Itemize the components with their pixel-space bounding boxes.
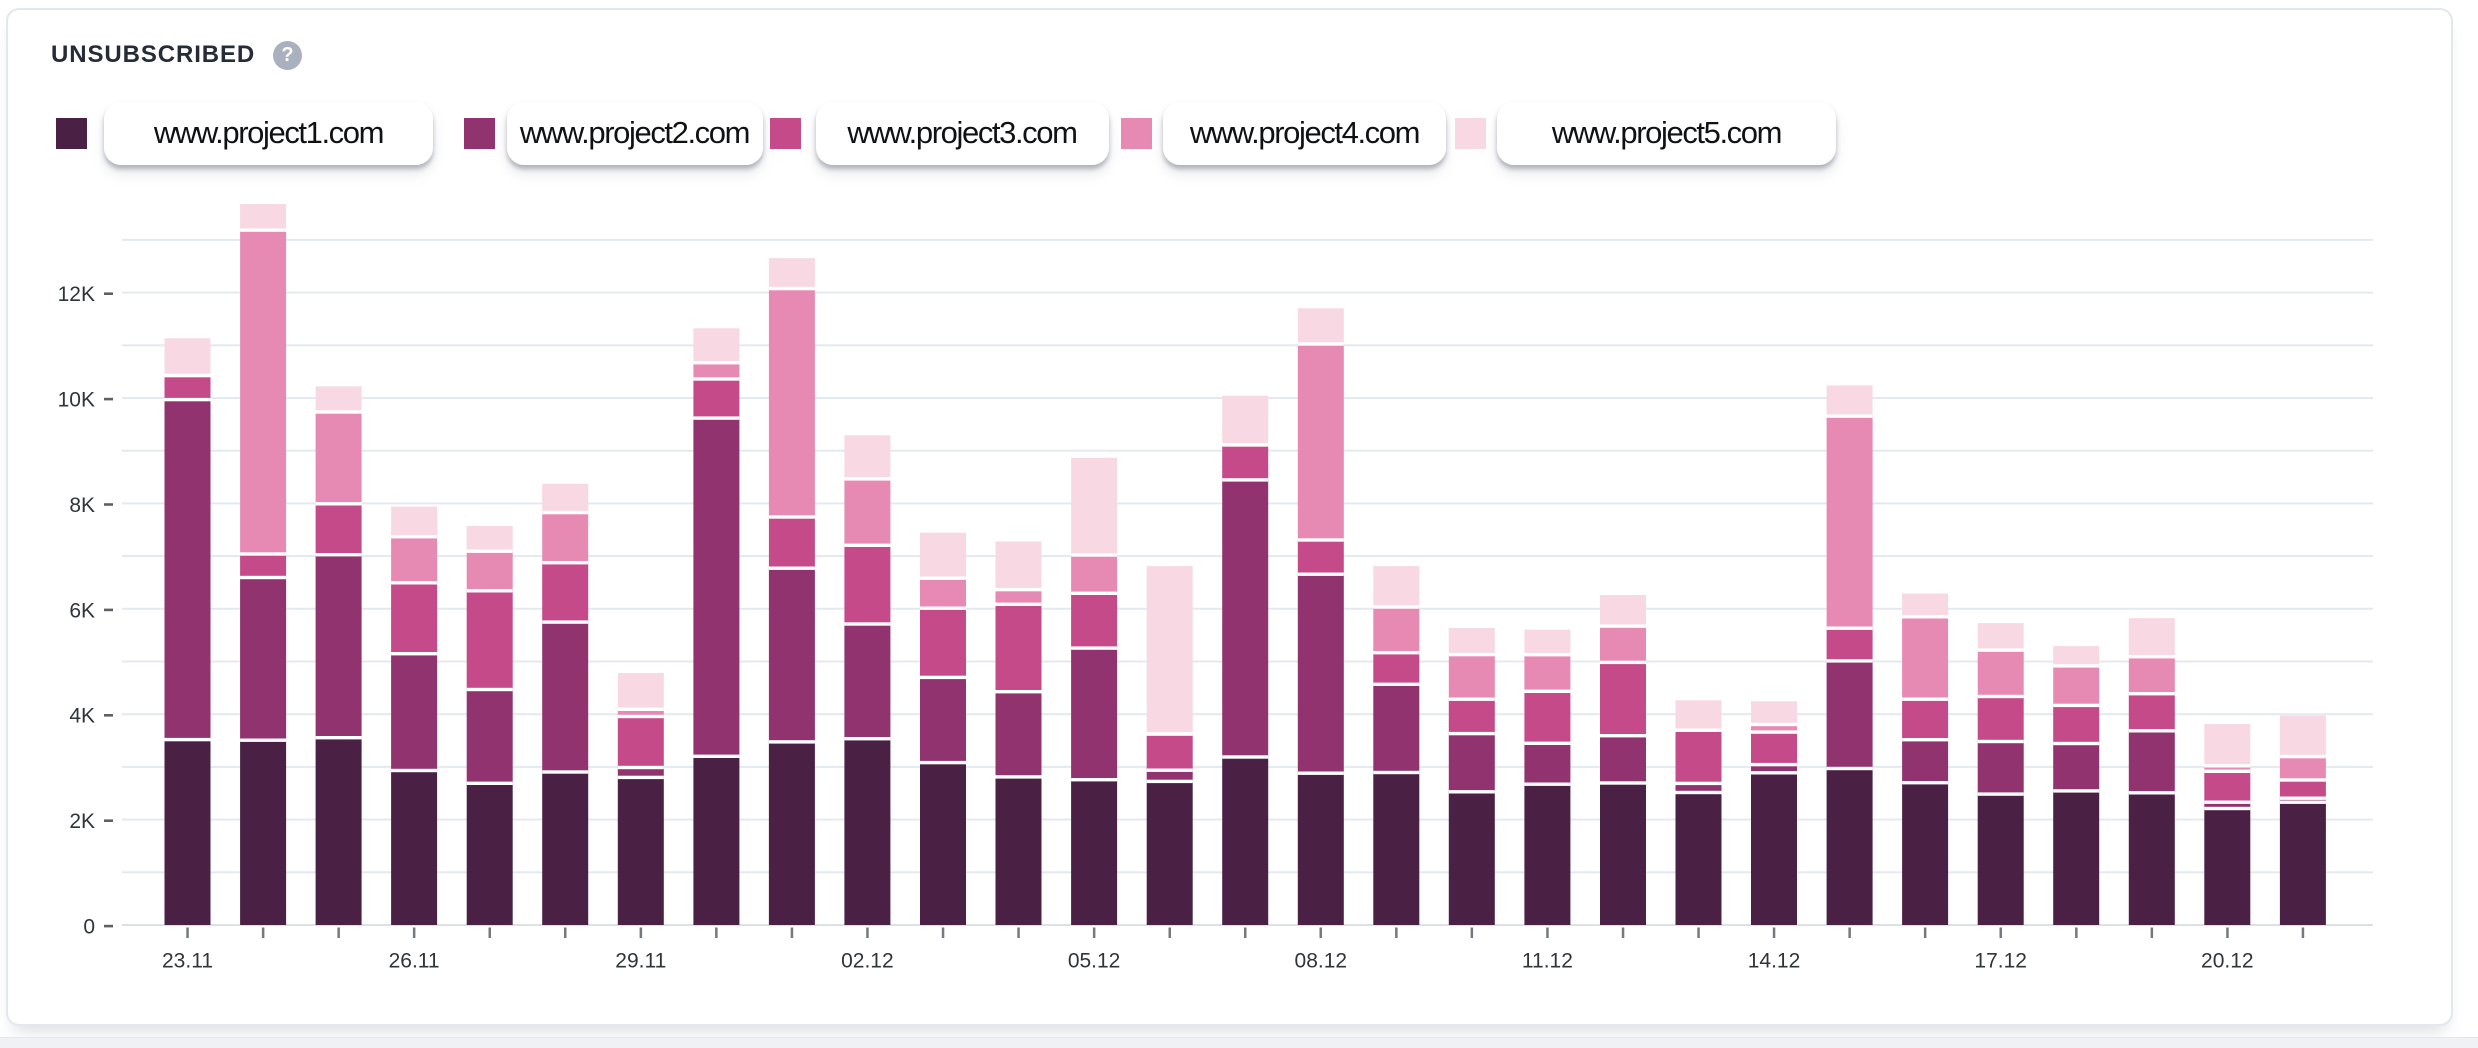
svg-text:4K: 4K — [69, 705, 95, 728]
svg-text:17.12: 17.12 — [1974, 950, 2027, 973]
svg-text:29.11: 29.11 — [615, 950, 666, 973]
svg-text:6K: 6K — [69, 599, 95, 622]
svg-text:10K: 10K — [58, 389, 95, 412]
svg-text:2K: 2K — [69, 810, 95, 833]
svg-text:12K: 12K — [58, 283, 95, 306]
svg-text:02.12: 02.12 — [841, 950, 894, 973]
svg-text:26.11: 26.11 — [389, 950, 440, 973]
svg-text:11.12: 11.12 — [1522, 950, 1573, 973]
svg-text:05.12: 05.12 — [1068, 950, 1121, 973]
svg-text:08.12: 08.12 — [1295, 950, 1348, 973]
svg-text:20.12: 20.12 — [2201, 950, 2254, 973]
svg-text:14.12: 14.12 — [1748, 950, 1801, 973]
svg-text:8K: 8K — [69, 494, 95, 517]
svg-text:0: 0 — [83, 916, 95, 939]
svg-text:23.11: 23.11 — [162, 950, 213, 973]
